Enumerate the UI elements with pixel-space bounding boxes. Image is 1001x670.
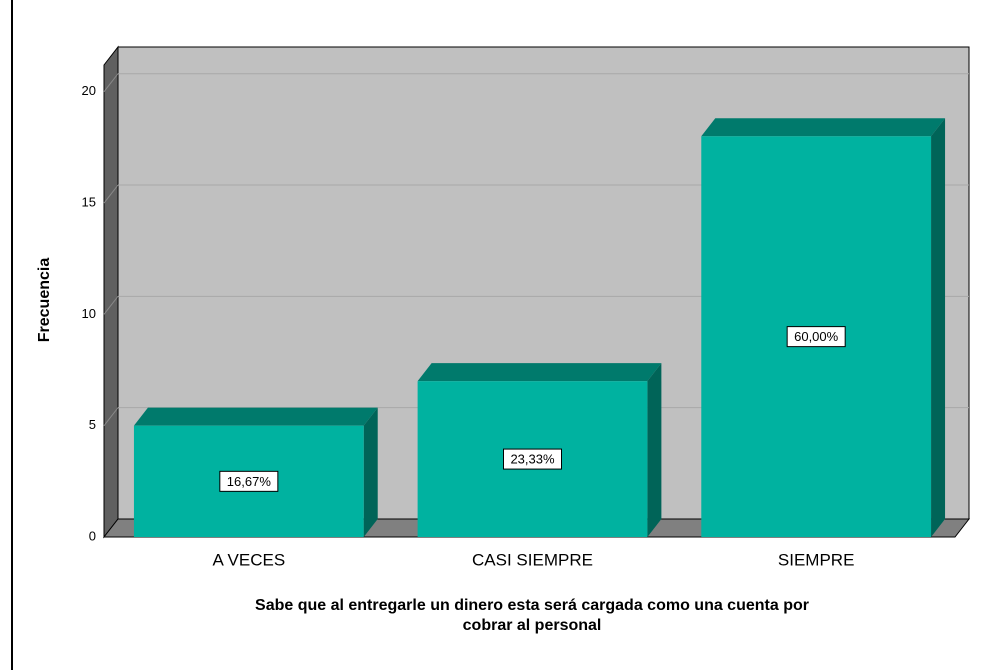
y-tick-label: 0 <box>89 528 96 543</box>
annotation-box <box>503 448 562 470</box>
bar-top <box>701 118 946 137</box>
bar-side <box>647 363 662 537</box>
y-tick-label: 10 <box>82 306 96 321</box>
x-tick-label: CASI SIEMPRE <box>472 550 593 569</box>
grid-line <box>103 184 119 204</box>
x-axis-title: Sabe que al entregarle un dinero esta se… <box>255 597 809 614</box>
annotation: 23,33% <box>510 452 555 467</box>
bar-side <box>363 407 378 537</box>
annotation: 60,00% <box>794 329 839 344</box>
y-tick-label: 20 <box>82 83 96 98</box>
y-tick-label: 5 <box>89 417 96 432</box>
bar-top <box>133 407 378 426</box>
x-tick-label: SIEMPRE <box>778 550 855 569</box>
bar-side <box>931 118 946 537</box>
y-tick-label: 15 <box>82 194 96 209</box>
annotation: 16,67% <box>227 474 272 489</box>
grid-line <box>103 296 119 315</box>
left-wall <box>103 45 119 539</box>
annotation-box <box>786 326 846 348</box>
bar-top <box>417 363 662 382</box>
x-axis-title: cobrar al personal <box>463 617 602 634</box>
y-axis-title: Frecuencia <box>36 258 53 343</box>
grid-line <box>103 407 119 426</box>
x-tick-label: A VECES <box>212 550 285 569</box>
grid-line <box>103 73 119 93</box>
annotation-box <box>219 470 279 492</box>
